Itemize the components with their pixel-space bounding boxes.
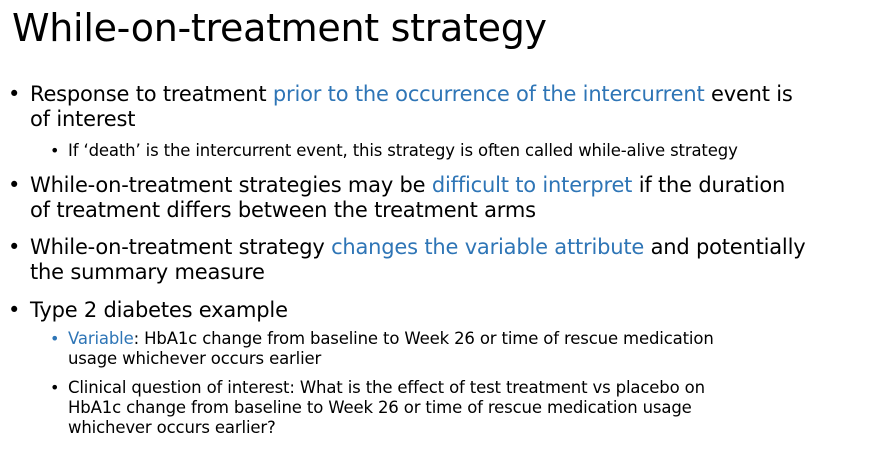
bullet-text-post: if the duration bbox=[632, 173, 786, 197]
bullet-text-line2: of interest bbox=[30, 107, 136, 131]
subbullet-text-line2: usage whichever occurs earlier bbox=[68, 349, 322, 368]
bullet-dot: • bbox=[8, 235, 21, 259]
bullet-text-highlight: prior to the occurrence of the intercurr… bbox=[272, 82, 705, 106]
subbullet-death-while-alive: • If ‘death’ is the intercurrent event, … bbox=[50, 141, 848, 161]
bullet-text-pre: While-on-treatment strategies may be bbox=[30, 173, 432, 197]
bullet-changes-variable-attribute: • While-on-treatment strategy changes th… bbox=[8, 235, 870, 285]
bullet-text-line2: of treatment differs between the treatme… bbox=[30, 198, 536, 222]
bullet-dot: • bbox=[8, 173, 21, 197]
bullet-text-pre: While-on-treatment strategy bbox=[30, 235, 332, 259]
bullet-text: Type 2 diabetes example bbox=[30, 298, 288, 322]
bullet-dot: • bbox=[8, 298, 21, 322]
subbullet-text-line3: whichever occurs earlier? bbox=[68, 418, 276, 437]
subbullet-text: If ‘death’ is the intercurrent event, th… bbox=[68, 141, 738, 160]
bullet-text-line2: the summary measure bbox=[30, 260, 265, 284]
bullet-difficult-to-interpret: • While-on-treatment strategies may be d… bbox=[8, 173, 870, 223]
bullet-text-post: event is bbox=[704, 82, 793, 106]
slide-title: While-on-treatment strategy bbox=[12, 6, 547, 50]
bullet-response-to-treatment: • Response to treatment prior to the occ… bbox=[8, 82, 870, 132]
bullet-type2-diabetes-example: • Type 2 diabetes example bbox=[8, 298, 870, 323]
subbullet-variable: • Variable: HbA1c change from baseline t… bbox=[50, 329, 848, 369]
subbullet-dot: • bbox=[50, 329, 60, 348]
subbullet-text: : HbA1c change from baseline to Week 26 … bbox=[133, 329, 714, 348]
bullet-dot: • bbox=[8, 82, 21, 106]
subbullet-text-line2: HbA1c change from baseline to Week 26 or… bbox=[68, 398, 692, 417]
subbullet-dot: • bbox=[50, 141, 60, 160]
bullet-text-post: and potentially bbox=[644, 235, 806, 259]
subbullet-text-highlight: Variable bbox=[68, 329, 134, 348]
bullet-text-highlight: difficult to interpret bbox=[431, 173, 633, 197]
bullet-text-pre: Response to treatment bbox=[30, 82, 273, 106]
subbullet-clinical-question: • Clinical question of interest: What is… bbox=[50, 378, 848, 438]
subbullet-dot: • bbox=[50, 378, 60, 397]
subbullet-text-line1: Clinical question of interest: What is t… bbox=[68, 378, 705, 397]
bullet-text-highlight: changes the variable attribute bbox=[331, 235, 645, 259]
